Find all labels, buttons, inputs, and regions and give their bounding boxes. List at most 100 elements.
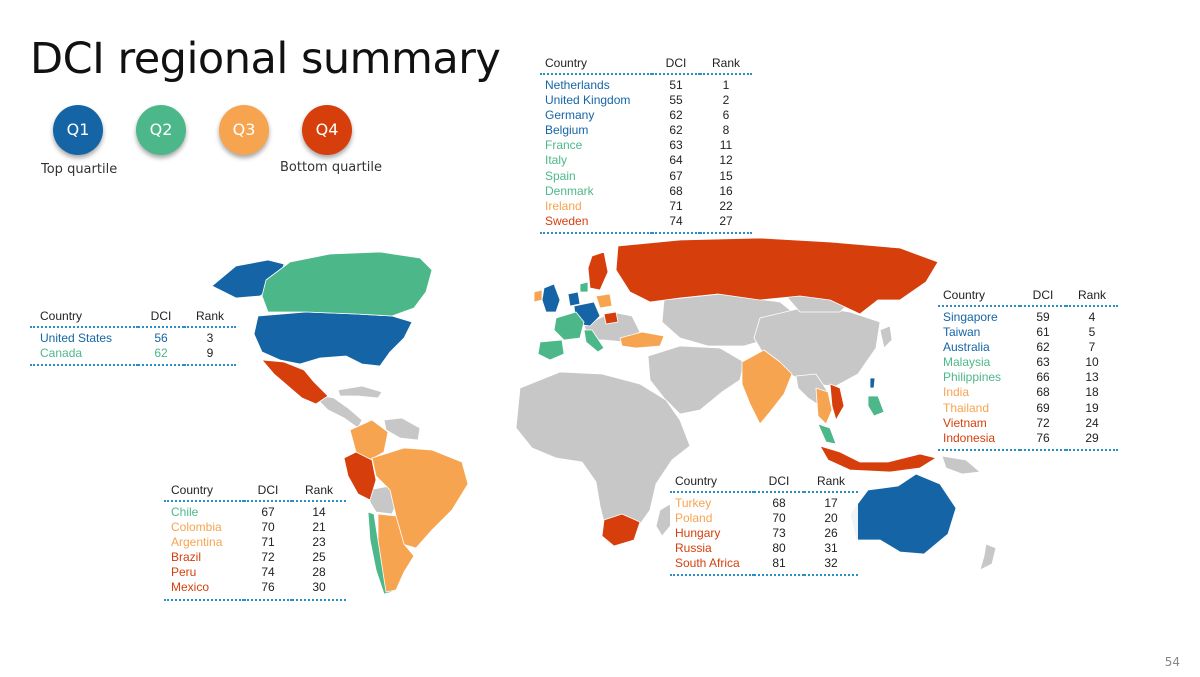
dci-cell: 72 <box>1036 415 1050 430</box>
country-cell: Colombia <box>171 520 222 535</box>
rank-cell: 13 <box>1085 370 1099 385</box>
table-row: Denmark 68 16 <box>540 184 752 199</box>
middle-east-region <box>647 345 745 415</box>
table-row: Argentina 71 23 <box>164 535 346 550</box>
legend-q3-badge: Q3 <box>219 105 269 155</box>
country-cell: South Africa <box>675 556 740 571</box>
header-dci: DCI <box>665 56 687 70</box>
country-cell: Poland <box>675 511 713 526</box>
country-cell: Denmark <box>545 183 594 198</box>
table-row: Poland 70 20 <box>670 511 858 526</box>
country-cell: Hungary <box>675 526 721 541</box>
uk-region <box>541 283 561 313</box>
map-q2-regions <box>261 251 885 595</box>
dci-cell: 70 <box>261 520 275 535</box>
rank-cell: 11 <box>719 138 733 153</box>
table-row: France 63 11 <box>540 138 752 153</box>
rank-cell: 8 <box>722 123 730 138</box>
table-row: Singapore 59 4 <box>938 306 1118 325</box>
country-cell: France <box>545 138 583 153</box>
dci-cell: 62 <box>1036 340 1050 355</box>
rank-cell: 6 <box>722 108 730 123</box>
header-dci: DCI <box>257 483 279 497</box>
header-dci: DCI <box>1032 288 1054 302</box>
country-cell: Ireland <box>545 198 582 213</box>
madagascar-region <box>655 503 673 537</box>
table-row: Vietnam 72 24 <box>938 416 1118 431</box>
dci-cell: 68 <box>1036 385 1050 400</box>
rank-cell: 19 <box>1085 400 1099 415</box>
dci-cell: 62 <box>154 346 168 361</box>
header-rank: Rank <box>711 56 740 70</box>
country-cell: Australia <box>943 340 990 355</box>
dci-cell: 68 <box>669 183 683 198</box>
dci-cell: 67 <box>261 505 275 519</box>
country-cell: Singapore <box>943 310 998 324</box>
dci-cell: 56 <box>154 331 168 345</box>
header-country: Country <box>545 56 588 70</box>
north-america-table: Country DCI Rank United States 56 3 Canada 6… <box>30 309 236 367</box>
country-cell: Sweden <box>545 213 589 228</box>
country-cell: India <box>943 385 970 400</box>
dci-cell: 80 <box>772 541 786 556</box>
table-row: Australia 62 7 <box>938 340 1118 355</box>
country-cell: United States <box>40 331 113 345</box>
rank-cell: 29 <box>1085 430 1099 445</box>
rank-cell: 2 <box>722 93 730 108</box>
dci-cell: 76 <box>1036 430 1050 445</box>
korea-japan-region <box>879 325 893 349</box>
russia-region <box>615 237 939 315</box>
table-header-row: Country DCI Rank <box>670 474 858 492</box>
table-row: Taiwan 61 5 <box>938 325 1118 340</box>
rank-cell: 21 <box>312 520 326 535</box>
legend-q4-badge: Q4 <box>302 105 352 155</box>
table-row: Ireland 71 22 <box>540 199 752 214</box>
rank-cell: 26 <box>824 526 838 541</box>
country-cell: Thailand <box>943 400 990 415</box>
dci-cell: 59 <box>1036 310 1050 324</box>
rank-cell: 20 <box>824 511 838 526</box>
dci-cell: 67 <box>669 168 683 183</box>
netherlands-region <box>567 291 581 307</box>
table-row: Spain 67 15 <box>540 169 752 184</box>
rank-cell: 24 <box>1085 415 1099 430</box>
rank-cell: 4 <box>1088 310 1096 324</box>
venezuela-region <box>383 417 421 441</box>
dci-cell: 63 <box>1036 355 1050 370</box>
table-row: Belgium 62 8 <box>540 123 752 138</box>
dci-cell: 70 <box>772 511 786 526</box>
brazil-region <box>371 447 469 549</box>
map-q3-regions <box>349 289 833 593</box>
header-country: Country <box>943 288 986 302</box>
rank-cell: 14 <box>312 505 326 519</box>
rank-cell: 5 <box>1088 325 1096 340</box>
philippines-region <box>867 395 885 417</box>
country-cell: Netherlands <box>545 78 610 92</box>
rank-cell: 28 <box>312 565 326 580</box>
header-country: Country <box>171 483 214 497</box>
table-row: Canada 62 9 <box>30 346 236 366</box>
country-cell: Indonesia <box>943 430 996 445</box>
country-cell: Argentina <box>171 535 223 550</box>
country-cell: Belgium <box>545 123 589 138</box>
rank-cell: 25 <box>312 550 326 565</box>
table-row: India 68 18 <box>938 385 1118 400</box>
rank-cell: 22 <box>719 198 733 213</box>
header-dci: DCI <box>150 309 172 323</box>
header-rank: Rank <box>1077 288 1106 302</box>
rank-cell: 30 <box>312 580 326 595</box>
country-cell: Mexico <box>171 580 210 595</box>
spain-region <box>537 339 565 361</box>
table-row: Thailand 69 19 <box>938 401 1118 416</box>
rank-cell: 12 <box>719 153 733 168</box>
ireland-region <box>533 289 543 303</box>
dci-cell: 71 <box>669 198 683 213</box>
country-cell: Germany <box>545 108 595 123</box>
table-row: Indonesia 76 29 <box>938 431 1118 450</box>
south-africa-region <box>601 513 641 547</box>
table-row: Brazil 72 25 <box>164 550 346 565</box>
turkey-region <box>619 331 665 349</box>
table-row: Russia 80 31 <box>670 541 858 556</box>
france-region <box>553 311 585 341</box>
rank-cell: 3 <box>206 331 214 345</box>
